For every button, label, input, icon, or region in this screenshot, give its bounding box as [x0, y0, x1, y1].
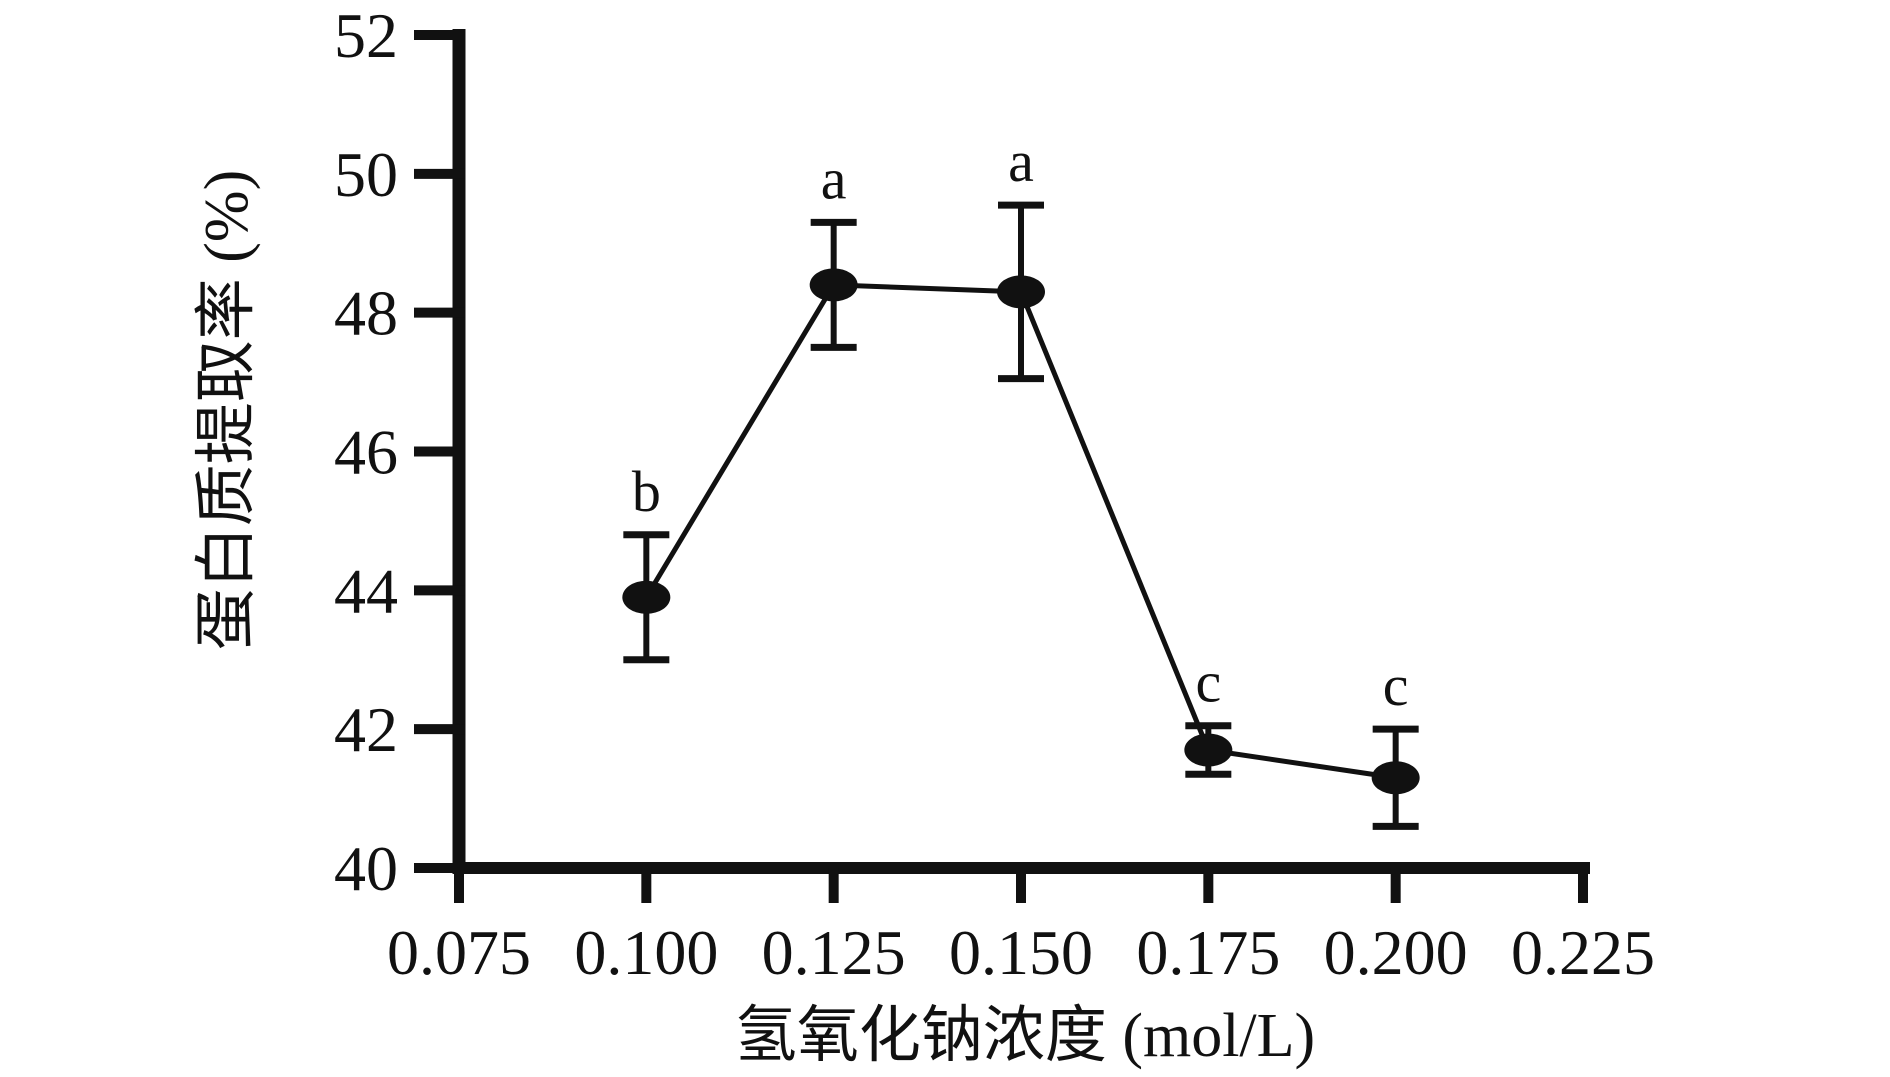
significance-label: a: [1008, 129, 1034, 194]
y-tick-label: 42: [334, 694, 398, 765]
x-axis-title: 氢氧化钠浓度 (mol/L): [735, 1002, 1315, 1070]
y-tick-label: 40: [334, 833, 398, 904]
x-tick-label: 0.225: [1511, 917, 1655, 988]
significance-label: c: [1195, 650, 1221, 715]
data-point-marker: [622, 580, 671, 614]
x-tick-label: 0.075: [387, 917, 531, 988]
axes-layer: 40 42 44 46 48 50 52 0.075 0.100 0.125 0.150 0.175 0…: [334, 0, 1655, 988]
x-tick-label: 0.150: [949, 917, 1093, 988]
x-tick-label: 0.175: [1136, 917, 1280, 988]
data-point-marker: [997, 275, 1045, 309]
data-point-marker: [809, 268, 858, 302]
y-tick-label: 52: [334, 0, 398, 71]
significance-label: a: [821, 146, 847, 211]
x-tick-label: 0.125: [762, 917, 906, 988]
significance-label: b: [632, 459, 661, 524]
y-tick-label: 44: [334, 555, 398, 626]
y-tick-label: 48: [334, 278, 398, 349]
x-tick-label: 0.200: [1324, 917, 1468, 988]
significance-label: c: [1383, 653, 1409, 718]
data-point-marker: [1371, 761, 1420, 795]
data-point-marker: [1184, 733, 1233, 767]
x-tick-label: 0.100: [574, 917, 718, 988]
y-axis-title: 蛋白质提取率 (%): [193, 170, 261, 650]
y-tick-label: 50: [334, 139, 398, 210]
data-series-layer: b a a c c: [622, 129, 1420, 830]
y-tick-label: 46: [334, 417, 398, 488]
